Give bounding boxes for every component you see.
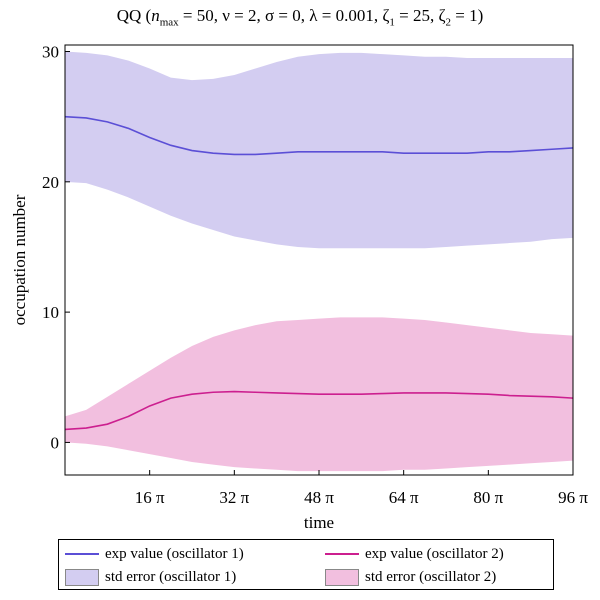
exp-value-line-oscillator-2	[64, 390, 574, 431]
legend-label: exp value (oscillator 1)	[105, 545, 244, 562]
y-tick-label: 10	[42, 303, 59, 322]
legend-swatch-std-error-1	[65, 568, 99, 586]
legend-label: exp value (oscillator 2)	[365, 545, 504, 562]
legend-line-exp-value-1	[65, 553, 99, 555]
legend-label: std error (oscillator 2)	[365, 568, 497, 585]
x-tick-label: 48 π	[304, 488, 334, 507]
y-tick-label: 20	[42, 173, 59, 192]
std-error-band-oscillator-1	[65, 51, 573, 249]
x-tick-label: 96 π	[558, 488, 588, 507]
y-axis-label: occupation number	[10, 194, 29, 325]
x-tick-label: 80 π	[473, 488, 503, 507]
x-tick-label: 64 π	[389, 488, 419, 507]
legend-item-std-error-1: std error (oscillator 1)	[61, 566, 236, 588]
legend-label: std error (oscillator 1)	[105, 568, 237, 585]
chart-legend: exp value (oscillator 1) exp value (osci…	[58, 539, 554, 590]
exp-value-line-oscillator-1	[64, 115, 574, 156]
legend-line-exp-value-2	[325, 553, 359, 555]
legend-item-exp-value-1: exp value (oscillator 1)	[61, 543, 244, 565]
x-tick-label: 32 π	[219, 488, 249, 507]
y-tick-label: 30	[42, 43, 59, 62]
legend-item-exp-value-2: exp value (oscillator 2)	[321, 543, 504, 565]
chart-plot: 0 10 20 30 16 π 32 π 48 π 64 π 80 π 96 π time occup…	[10, 43, 588, 532]
x-tick-label: 16 π	[135, 488, 165, 507]
legend-swatch-std-error-2	[325, 568, 359, 586]
x-axis-label: time	[304, 513, 334, 532]
y-tick-label: 0	[51, 433, 60, 452]
chart-title: QQ (nmax = 50, ν = 2, σ = 0, λ = 0.001, …	[116, 6, 484, 29]
legend-item-std-error-2: std error (oscillator 2)	[321, 566, 496, 588]
